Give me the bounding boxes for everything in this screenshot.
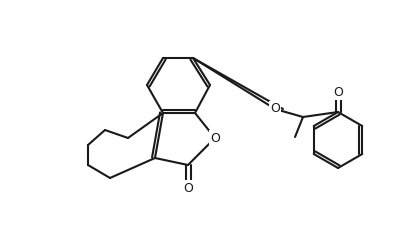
Text: O: O [183,182,193,194]
Text: O: O [210,132,220,144]
Text: O: O [270,103,280,115]
Text: O: O [333,85,343,99]
